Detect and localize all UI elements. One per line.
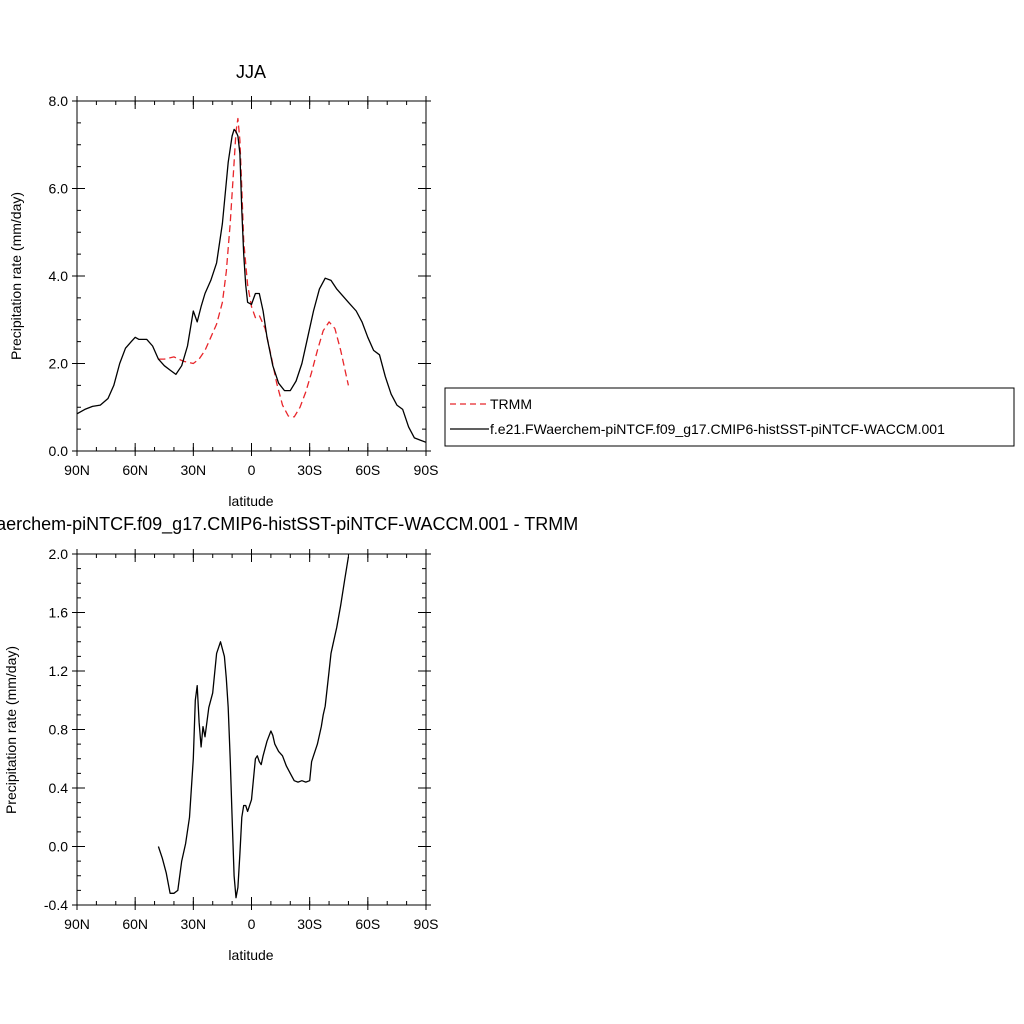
- top-x-tick-label: 30N: [180, 462, 206, 478]
- bottom-panel-plot: 90N 60N 30N 0 30S 60S 90S -0.4 0.0 0.4 0.8 1.2 1.6 2.…: [44, 546, 439, 932]
- bottom-x-tick-label: 0: [248, 916, 256, 932]
- top-series-line-trmm: [158, 117, 350, 418]
- bottom-y-tick-label: 0.8: [49, 722, 69, 738]
- bottom-panel-y-axis-label: Precipitation rate (mm/day): [3, 646, 19, 814]
- legend-box: [444, 387, 1015, 447]
- bottom-y-tick-label: 1.6: [49, 605, 69, 621]
- top-y-tick-label: 0.0: [49, 443, 69, 459]
- legend-label-model: f.e21.FWaerchem-piNTCF.f09_g17.CMIP6-his…: [490, 421, 945, 437]
- bottom-panel: f.e21.FWaerchem-piNTCF.f09_g17.CMIP6-his…: [0, 514, 578, 963]
- bottom-x-tick-label: 90N: [64, 916, 90, 932]
- top-panel-plot: 90N 60N 30N 0 30S 60S 90S 0.0 2.0 4.0 6.0 8.0: [49, 93, 439, 478]
- top-plot-frame: [76, 100, 427, 452]
- bottom-x-tick-label: 30N: [180, 916, 206, 932]
- top-x-tick-label: 30S: [297, 462, 322, 478]
- legend-label-trmm: TRMM: [490, 396, 532, 412]
- top-y-tick-label: 4.0: [49, 268, 69, 284]
- top-panel-y-axis-label: Precipitation rate (mm/day): [8, 192, 24, 360]
- bottom-panel-x-axis-label: latitude: [228, 947, 273, 963]
- bottom-plot-frame: [76, 553, 427, 906]
- top-x-tick-label: 90N: [64, 462, 90, 478]
- bottom-y-tick-label: 0.0: [49, 839, 69, 855]
- bottom-y-tick-label: -0.4: [44, 897, 68, 913]
- top-series-line-model: [76, 128, 427, 443]
- top-y-tick-label: 6.0: [49, 181, 69, 197]
- bottom-y-tick-label: 0.4: [49, 780, 69, 796]
- bottom-x-tick-label: 60S: [355, 916, 380, 932]
- bottom-x-tick-label: 90S: [414, 916, 439, 932]
- legend: TRMM f.e21.FWaerchem-piNTCF.f09_g17.CMIP…: [444, 387, 1015, 447]
- bottom-x-tick-label: 30S: [297, 916, 322, 932]
- top-x-tick-label: 60S: [355, 462, 380, 478]
- top-y-tick-label: 8.0: [49, 93, 69, 109]
- top-x-tick-label: 90S: [414, 462, 439, 478]
- top-panel-title: JJA: [236, 62, 266, 82]
- bottom-series-line-difference: [157, 556, 350, 899]
- bottom-x-tick-label: 60N: [122, 916, 148, 932]
- top-y-tick-label: 2.0: [49, 356, 69, 372]
- top-panel-x-axis-label: latitude: [228, 493, 273, 509]
- bottom-y-tick-label: 1.2: [49, 663, 69, 679]
- bottom-y-tick-label: 2.0: [49, 546, 69, 562]
- top-x-tick-label: 60N: [122, 462, 148, 478]
- bottom-panel-title: f.e21.FWaerchem-piNTCF.f09_g17.CMIP6-his…: [0, 514, 578, 535]
- top-x-tick-label: 0: [248, 462, 256, 478]
- top-panel: JJA 90N 60N 30N 0 30S 60S 90S 0.0 2.0 4.0 6.0 8.0 l…: [8, 62, 438, 509]
